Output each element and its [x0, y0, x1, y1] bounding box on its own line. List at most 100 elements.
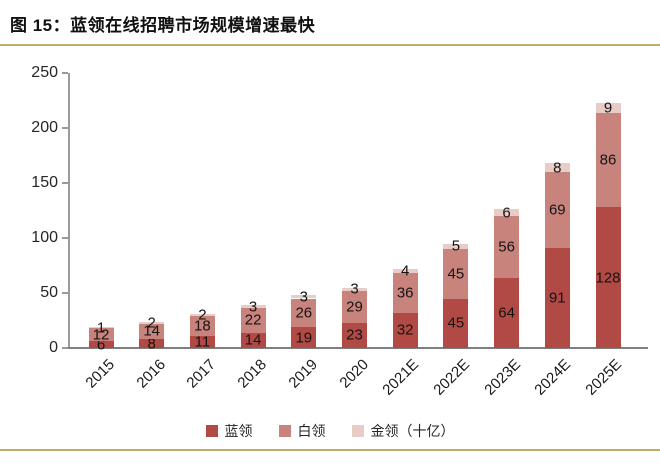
bar-segment-white-collar: 56	[494, 216, 520, 278]
y-axis-tick	[62, 292, 68, 294]
bar-segment-gold-collar: 3	[342, 282, 367, 297]
bar-segment-white-collar: 29	[342, 290, 367, 323]
bar-value-label: 8	[553, 159, 562, 177]
x-axis-line	[64, 347, 648, 349]
bar-value-label: 8	[147, 335, 156, 353]
x-axis-category-label: 2016	[133, 356, 169, 392]
bar-segment-white-collar: 45	[443, 249, 469, 299]
bar-segment-blue-collar: 11	[189, 334, 215, 349]
bar-value-label: 14	[143, 322, 161, 340]
bar-value-label: 5	[451, 237, 461, 255]
legend-swatch-blue-collar	[205, 425, 218, 437]
bar-value-label: 1	[96, 319, 106, 337]
y-axis-tick-label: 50	[40, 284, 58, 301]
bar-segment-gold-collar: 2	[139, 315, 165, 330]
bar-value-label: 32	[396, 321, 414, 339]
chart-legend: 蓝领 白领 金领（十亿）	[0, 421, 660, 441]
legend-label-blue-collar: 蓝领	[224, 423, 253, 439]
y-axis-tick	[62, 237, 68, 239]
bar-value-label: 91	[548, 289, 566, 307]
y-axis-tick-label: 100	[31, 229, 58, 246]
bar-value-label: 23	[346, 326, 363, 344]
x-axis-category-label: 2018	[234, 356, 271, 392]
bar-segment-gold-collar: 3	[240, 299, 266, 314]
bar-value-label: 64	[498, 304, 515, 322]
bar-segment-blue-collar: 6	[88, 337, 114, 352]
legend-label-white-collar: 白领	[297, 423, 326, 439]
x-axis-category-label: 2023E	[480, 356, 524, 399]
legend-label-gold-collar: 金领（十亿）	[370, 423, 455, 439]
figure-title: 图 15：蓝领在线招聘市场规模增速最快	[10, 16, 316, 35]
x-axis-category-label: 2020	[335, 356, 372, 392]
legend-swatch-gold-collar	[351, 425, 364, 437]
bar-value-label: 19	[295, 329, 313, 347]
bar-segment-gold-collar: 6	[494, 205, 520, 220]
bar-value-label: 11	[194, 333, 211, 351]
y-axis-tick-label: 0	[49, 339, 58, 356]
y-axis-tick-label: 150	[31, 174, 58, 191]
y-axis-line	[68, 73, 70, 348]
bar-value-label: 29	[346, 298, 363, 316]
bar-value-label: 36	[396, 284, 414, 302]
y-axis-tick	[62, 127, 68, 129]
bar-segment-blue-collar: 91	[544, 247, 570, 348]
bar-segment-white-collar: 18	[189, 316, 215, 336]
legend-item-blue-collar: 蓝领	[205, 421, 253, 441]
legend-item-white-collar: 白领	[278, 421, 326, 441]
bar-value-label: 6	[502, 204, 511, 222]
bar-value-label: 22	[244, 311, 262, 329]
bar-segment-gold-collar: 2	[189, 307, 215, 322]
bar-value-label: 128	[595, 269, 621, 287]
x-axis-category-label: 2022E	[430, 356, 473, 399]
bar-segment-gold-collar: 3	[291, 289, 317, 304]
y-axis-tick-label: 200	[31, 119, 58, 136]
bar-value-label: 45	[447, 265, 465, 283]
bar-value-label: 9	[603, 99, 613, 117]
legend-swatch-white-collar	[278, 425, 291, 437]
x-axis-category-label: 2019	[285, 356, 321, 392]
x-axis-category-label: 2021E	[379, 356, 423, 399]
legend-item-gold-collar: 金领（十亿）	[351, 421, 455, 441]
bar-segment-blue-collar: 23	[342, 322, 367, 348]
bar-segment-white-collar: 14	[139, 323, 165, 340]
bar-value-label: 4	[401, 262, 410, 280]
bar-value-label: 3	[299, 288, 308, 306]
bar-segment-gold-collar: 5	[443, 239, 469, 254]
bar-segment-white-collar: 36	[392, 273, 418, 313]
bar-segment-blue-collar: 64	[494, 277, 520, 348]
y-axis-tick	[62, 347, 68, 349]
bar-segment-blue-collar: 8	[139, 336, 165, 351]
y-axis-tick	[62, 72, 68, 74]
bar-segment-white-collar: 26	[291, 298, 317, 328]
bar-segment-white-collar: 22	[240, 308, 266, 333]
bar-value-label: 3	[350, 280, 359, 298]
title-underline-rule	[0, 44, 660, 46]
bottom-rule	[0, 449, 660, 451]
bar-value-label: 12	[92, 326, 110, 344]
bar-segment-white-collar: 12	[88, 327, 114, 342]
bar-value-label: 18	[194, 317, 211, 335]
bar-value-label: 45	[447, 314, 465, 332]
bar-value-label: 69	[548, 201, 566, 219]
bar-segment-white-collar: 69	[544, 172, 570, 248]
bar-value-label: 2	[147, 314, 156, 332]
x-axis-category-label: 2015	[82, 356, 119, 392]
bar-value-label: 86	[599, 151, 617, 169]
bar-value-label: 14	[244, 331, 262, 349]
bar-segment-blue-collar: 14	[240, 332, 266, 348]
bar-segment-gold-collar: 8	[544, 160, 570, 175]
bar-segment-blue-collar: 19	[291, 327, 317, 348]
bar-segment-gold-collar: 9	[595, 100, 621, 115]
bar-segment-gold-collar: 1	[88, 320, 114, 335]
bar-segment-gold-collar: 4	[392, 263, 418, 278]
x-axis-category-label: 2017	[183, 356, 220, 392]
y-axis-tick	[62, 182, 68, 184]
bar-segment-blue-collar: 32	[392, 312, 418, 348]
bar-value-label: 3	[248, 298, 258, 316]
bar-segment-blue-collar: 45	[443, 298, 469, 348]
bar-segment-white-collar: 86	[595, 112, 621, 208]
bar-value-label: 26	[295, 304, 313, 322]
bar-segment-blue-collar: 128	[595, 207, 621, 348]
